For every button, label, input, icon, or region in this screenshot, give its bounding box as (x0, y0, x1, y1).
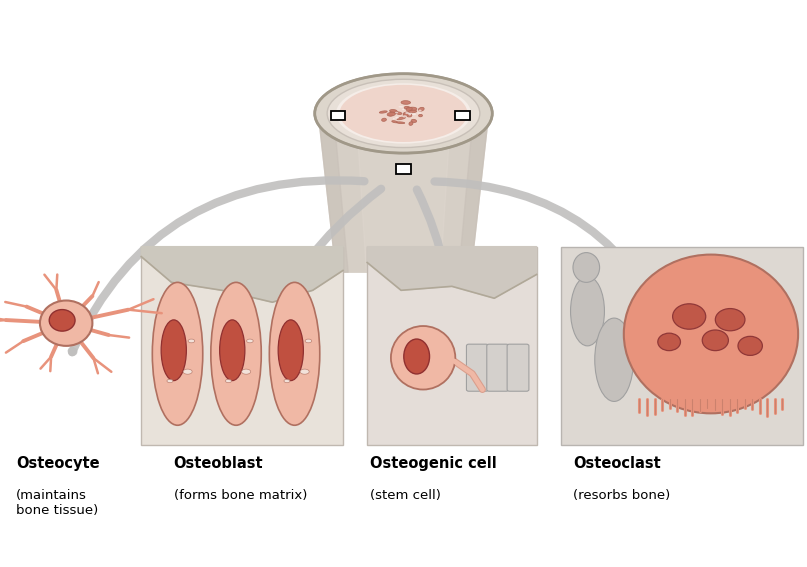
Ellipse shape (595, 318, 633, 401)
Text: (resorbs bone): (resorbs bone) (573, 489, 671, 502)
Ellipse shape (284, 379, 290, 383)
Ellipse shape (336, 83, 471, 143)
Ellipse shape (408, 110, 416, 113)
Polygon shape (141, 247, 343, 302)
Ellipse shape (624, 255, 798, 413)
FancyArrowPatch shape (417, 189, 450, 357)
Ellipse shape (571, 277, 604, 346)
Ellipse shape (270, 282, 320, 425)
Ellipse shape (49, 310, 75, 331)
Ellipse shape (396, 122, 405, 124)
Ellipse shape (738, 336, 763, 356)
Ellipse shape (672, 304, 706, 329)
Ellipse shape (247, 339, 253, 343)
FancyBboxPatch shape (487, 344, 508, 391)
Ellipse shape (387, 112, 395, 116)
Polygon shape (459, 113, 489, 272)
Ellipse shape (408, 107, 417, 111)
Ellipse shape (391, 326, 455, 390)
Ellipse shape (395, 117, 399, 119)
Ellipse shape (419, 115, 422, 117)
FancyArrowPatch shape (72, 180, 365, 352)
Ellipse shape (715, 308, 745, 331)
FancyBboxPatch shape (507, 344, 529, 391)
Bar (331, 111, 345, 120)
Ellipse shape (404, 339, 429, 374)
Ellipse shape (404, 113, 408, 116)
Bar (396, 164, 411, 174)
Text: Osteogenic cell: Osteogenic cell (370, 456, 496, 471)
Ellipse shape (412, 120, 416, 122)
Text: Osteocyte: Osteocyte (16, 456, 100, 471)
Ellipse shape (183, 369, 192, 374)
Ellipse shape (404, 107, 410, 109)
Ellipse shape (403, 115, 407, 117)
Ellipse shape (315, 74, 492, 153)
Ellipse shape (220, 320, 245, 380)
Text: (maintains
bone tissue): (maintains bone tissue) (16, 489, 98, 517)
FancyArrowPatch shape (253, 189, 381, 358)
Polygon shape (367, 247, 537, 298)
Ellipse shape (389, 114, 392, 116)
Ellipse shape (573, 253, 600, 282)
Ellipse shape (408, 113, 411, 115)
Ellipse shape (161, 320, 186, 380)
Bar (455, 111, 470, 120)
Ellipse shape (402, 109, 404, 110)
Bar (561, 247, 803, 445)
Ellipse shape (408, 113, 412, 114)
Ellipse shape (211, 282, 261, 425)
Ellipse shape (327, 79, 480, 147)
Ellipse shape (391, 111, 398, 113)
Polygon shape (318, 113, 348, 272)
Ellipse shape (167, 379, 173, 383)
Ellipse shape (658, 333, 680, 350)
Ellipse shape (40, 301, 92, 346)
Polygon shape (318, 113, 489, 272)
Ellipse shape (225, 379, 232, 383)
Ellipse shape (406, 113, 412, 117)
Ellipse shape (340, 85, 467, 142)
FancyArrowPatch shape (434, 181, 675, 352)
Text: (stem cell): (stem cell) (370, 489, 441, 502)
Ellipse shape (391, 121, 398, 123)
Ellipse shape (379, 111, 387, 113)
Ellipse shape (395, 112, 398, 113)
Ellipse shape (241, 369, 251, 374)
Bar (367, 247, 537, 445)
Ellipse shape (300, 369, 309, 374)
Ellipse shape (403, 112, 411, 115)
Text: Osteoclast: Osteoclast (573, 456, 661, 471)
Bar (141, 247, 343, 445)
Text: (forms bone matrix): (forms bone matrix) (174, 489, 307, 502)
Ellipse shape (278, 320, 303, 380)
Ellipse shape (418, 107, 424, 111)
Ellipse shape (412, 113, 416, 115)
Ellipse shape (305, 339, 312, 343)
FancyBboxPatch shape (466, 344, 488, 391)
Ellipse shape (419, 109, 421, 112)
Ellipse shape (405, 112, 409, 114)
Text: Osteoblast: Osteoblast (174, 456, 263, 471)
Ellipse shape (390, 109, 397, 112)
Polygon shape (357, 121, 450, 272)
Ellipse shape (406, 107, 412, 111)
Ellipse shape (153, 282, 203, 425)
Ellipse shape (409, 122, 413, 125)
Ellipse shape (702, 330, 729, 350)
Ellipse shape (382, 119, 387, 121)
Ellipse shape (399, 106, 404, 108)
Ellipse shape (401, 101, 411, 104)
Ellipse shape (396, 112, 402, 115)
Ellipse shape (417, 112, 421, 113)
Ellipse shape (393, 118, 395, 120)
Ellipse shape (188, 339, 194, 343)
Ellipse shape (397, 117, 406, 120)
